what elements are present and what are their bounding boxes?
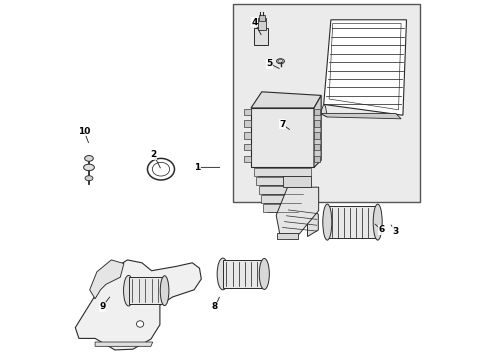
Ellipse shape — [123, 275, 133, 306]
Polygon shape — [75, 260, 201, 350]
Text: 9: 9 — [99, 302, 105, 311]
Polygon shape — [320, 113, 400, 119]
Polygon shape — [250, 108, 313, 167]
Polygon shape — [313, 95, 321, 167]
Bar — [244, 144, 250, 150]
Ellipse shape — [322, 204, 331, 240]
Bar — [313, 120, 320, 127]
Ellipse shape — [372, 204, 382, 240]
Polygon shape — [320, 104, 326, 117]
Bar — [244, 120, 250, 127]
Bar — [258, 15, 264, 21]
Ellipse shape — [160, 276, 168, 306]
Ellipse shape — [85, 176, 93, 181]
Text: 2: 2 — [150, 150, 157, 159]
Text: 1: 1 — [193, 163, 200, 172]
Bar — [283, 176, 310, 187]
Bar — [244, 156, 250, 162]
Bar — [326, 206, 377, 238]
Polygon shape — [276, 187, 318, 234]
Ellipse shape — [276, 59, 284, 64]
Polygon shape — [307, 208, 318, 237]
Bar — [256, 177, 308, 185]
Polygon shape — [250, 92, 321, 108]
Bar — [254, 168, 310, 176]
Ellipse shape — [217, 258, 228, 290]
Bar — [232, 4, 419, 202]
Bar — [244, 132, 250, 139]
Bar — [263, 204, 302, 212]
Ellipse shape — [136, 321, 143, 327]
Bar — [313, 132, 320, 139]
Bar — [313, 156, 320, 162]
Bar — [257, 18, 265, 30]
Bar — [223, 260, 264, 288]
Bar — [260, 195, 304, 203]
Text: 7: 7 — [279, 120, 285, 129]
Bar — [313, 109, 320, 115]
Ellipse shape — [152, 162, 169, 176]
Bar — [254, 28, 267, 45]
Text: 5: 5 — [266, 59, 272, 68]
Polygon shape — [89, 260, 123, 299]
Bar — [276, 233, 298, 239]
Text: 4: 4 — [251, 18, 257, 27]
Text: 6: 6 — [377, 225, 384, 234]
Ellipse shape — [84, 156, 93, 161]
Bar — [128, 277, 164, 304]
Text: 10: 10 — [78, 127, 90, 136]
Text: 8: 8 — [211, 302, 218, 311]
Bar — [244, 109, 250, 115]
Ellipse shape — [83, 164, 94, 171]
Bar — [258, 186, 306, 194]
Text: 3: 3 — [392, 227, 398, 236]
Bar — [313, 144, 320, 150]
Ellipse shape — [259, 258, 269, 289]
Polygon shape — [95, 342, 152, 346]
Polygon shape — [323, 20, 406, 115]
